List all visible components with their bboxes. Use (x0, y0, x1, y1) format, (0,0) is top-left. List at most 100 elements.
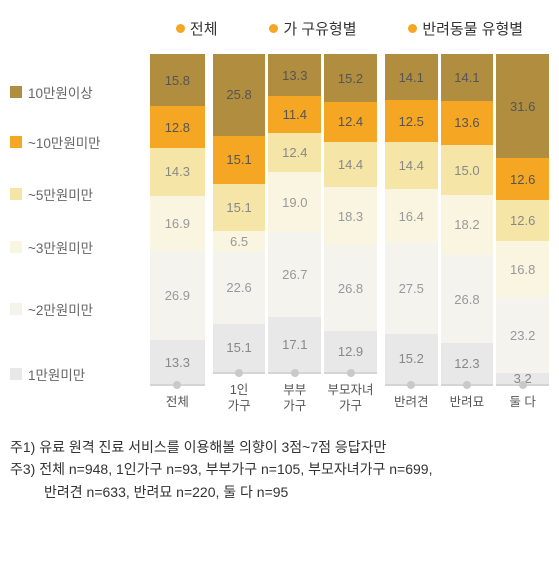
bar-segment: 14.3 (150, 148, 205, 195)
segment-value: 15.2 (399, 351, 424, 366)
legend-item: 1만원미만 (10, 364, 85, 384)
stacked-bar: 15.8 12.8 14.3 16.9 26.9 13.3 (150, 54, 205, 384)
segment-value: 12.5 (399, 114, 424, 129)
baseline (150, 384, 205, 386)
bar-segment: 11.4 (268, 96, 321, 132)
header-group-2: 반려동물 유형별 (408, 18, 523, 39)
bar-segment: 14.4 (324, 142, 377, 188)
bar-segment: 15.1 (213, 324, 266, 372)
segment-value: 14.3 (165, 164, 190, 179)
bar-segment: 27.5 (385, 243, 438, 334)
bar-column: 31.612.612.616.823.23.2둘 다 (496, 54, 549, 414)
bar-segment: 12.5 (385, 100, 438, 141)
segment-value: 17.1 (282, 337, 307, 352)
bar-column: 25.815.115.16.522.615.11인가구 (213, 54, 266, 414)
segment-value: 26.9 (165, 288, 190, 303)
segment-value: 14.4 (399, 158, 424, 173)
bar-segment: 23.2 (496, 297, 549, 374)
segment-value: 15.8 (165, 73, 190, 88)
bar-label: 전체 (166, 394, 189, 410)
bar-segment: 12.9 (324, 331, 377, 372)
baseline (268, 372, 321, 374)
dot-icon (408, 24, 417, 33)
segment-value: 26.8 (454, 292, 479, 307)
bar-segment: 16.9 (150, 196, 205, 252)
bar-segment: 6.5 (213, 231, 266, 252)
bar-segment: 15.0 (441, 145, 494, 195)
bar-segment: 14.4 (385, 142, 438, 189)
bar-segment: 13.3 (150, 340, 205, 384)
legend-label: ~3만원미만 (28, 237, 93, 257)
segment-value: 13.3 (165, 355, 190, 370)
segment-value: 12.6 (510, 213, 535, 228)
chart-header: 전체 가 구유형별 반려동물 유형별 (10, 10, 549, 54)
legend-label: ~5만원미만 (28, 184, 93, 204)
stacked-bar: 15.212.414.418.326.812.9 (324, 54, 377, 372)
bar-segment: 12.6 (496, 158, 549, 200)
segment-value: 31.6 (510, 99, 535, 114)
bar-segment: 19.0 (268, 172, 321, 232)
bar-segment: 26.8 (441, 255, 494, 343)
segment-value: 12.3 (454, 356, 479, 371)
bar-segment: 12.4 (324, 102, 377, 141)
bars-area: 15.8 12.8 14.3 16.9 26.9 13.3 전체 25.8 15.1 15.1 6.… (150, 54, 549, 414)
bar-group: 15.8 12.8 14.3 16.9 26.9 13.3 전체 (150, 54, 205, 414)
baseline (385, 384, 438, 386)
bar-segment: 12.4 (268, 133, 321, 172)
bar-segment: 26.7 (268, 232, 321, 317)
bar-segment: 15.1 (213, 184, 266, 232)
segment-value: 14.1 (454, 70, 479, 85)
segment-value: 26.7 (282, 267, 307, 282)
bar-segment: 16.4 (385, 189, 438, 243)
segment-value: 13.6 (454, 115, 479, 130)
bar-label: 반려묘 (450, 394, 485, 410)
segment-value: 25.8 (226, 87, 251, 102)
bar-column: 13.311.412.419.026.717.1부부가구 (268, 54, 321, 414)
segment-value: 27.5 (399, 281, 424, 296)
segment-value: 22.6 (226, 280, 251, 295)
segment-value: 15.2 (338, 71, 363, 86)
legend-swatch (10, 136, 22, 148)
bar-segment: 15.8 (150, 54, 205, 106)
legend-swatch (10, 303, 22, 315)
bar-label: 부부가구 (283, 382, 306, 415)
stacked-bar: 13.311.412.419.026.717.1 (268, 54, 321, 372)
bar-column: 15.212.414.418.326.812.9부모자녀가구 (324, 54, 377, 414)
bar-segment: 22.6 (213, 252, 266, 324)
bar-label: 둘 다 (509, 394, 535, 410)
bar-segment: 26.9 (150, 251, 205, 340)
bar-segment: 12.8 (150, 106, 205, 148)
bar-segment: 31.6 (496, 54, 549, 158)
baseline (324, 372, 377, 374)
segment-value: 16.4 (399, 209, 424, 224)
stacked-bar: 31.612.612.616.823.23.2 (496, 54, 549, 384)
legend-swatch (10, 188, 22, 200)
segment-value: 15.1 (226, 200, 251, 215)
bar-column: 15.8 12.8 14.3 16.9 26.9 13.3 전체 (150, 54, 205, 414)
bar-column: 14.1 13.6 15.018.2 26.8 12.3 반려묘 (441, 54, 494, 414)
bar-segment: 18.2 (441, 195, 494, 255)
bar-segment: 14.1 (441, 54, 494, 101)
header-group-1: 가 구유형별 (269, 18, 356, 39)
segment-value: 16.9 (165, 216, 190, 231)
segment-value: 16.8 (510, 262, 535, 277)
segment-value: 11.4 (283, 107, 307, 122)
segment-value: 12.4 (338, 114, 363, 129)
legend-swatch (10, 368, 22, 380)
legend-item: ~5만원미만 (10, 184, 93, 204)
legend-item: ~3만원미만 (10, 237, 93, 257)
bar-segment: 15.1 (213, 136, 266, 184)
bar-group: 25.815.115.16.522.615.11인가구13.311.412.41… (213, 54, 377, 414)
segment-value: 12.4 (282, 145, 307, 160)
legend-swatch (10, 86, 22, 98)
bar-segment: 16.8 (496, 241, 549, 296)
bar-column: 14.112.514.416.427.515.2반려견 (385, 54, 438, 414)
segment-value: 6.5 (230, 234, 248, 249)
bar-segment: 15.2 (385, 334, 438, 384)
stacked-bar: 14.112.514.416.427.515.2 (385, 54, 438, 384)
bar-segment: 12.3 (441, 343, 494, 384)
legend-item: ~2만원미만 (10, 299, 93, 319)
bar-segment: 15.2 (324, 54, 377, 102)
note-3: 주3) 전체 n=948, 1인가구 n=93, 부부가구 n=105, 부모자… (10, 458, 549, 480)
stacked-bar: 25.8 15.1 15.1 6.5 22.6 15.1 (213, 54, 266, 372)
